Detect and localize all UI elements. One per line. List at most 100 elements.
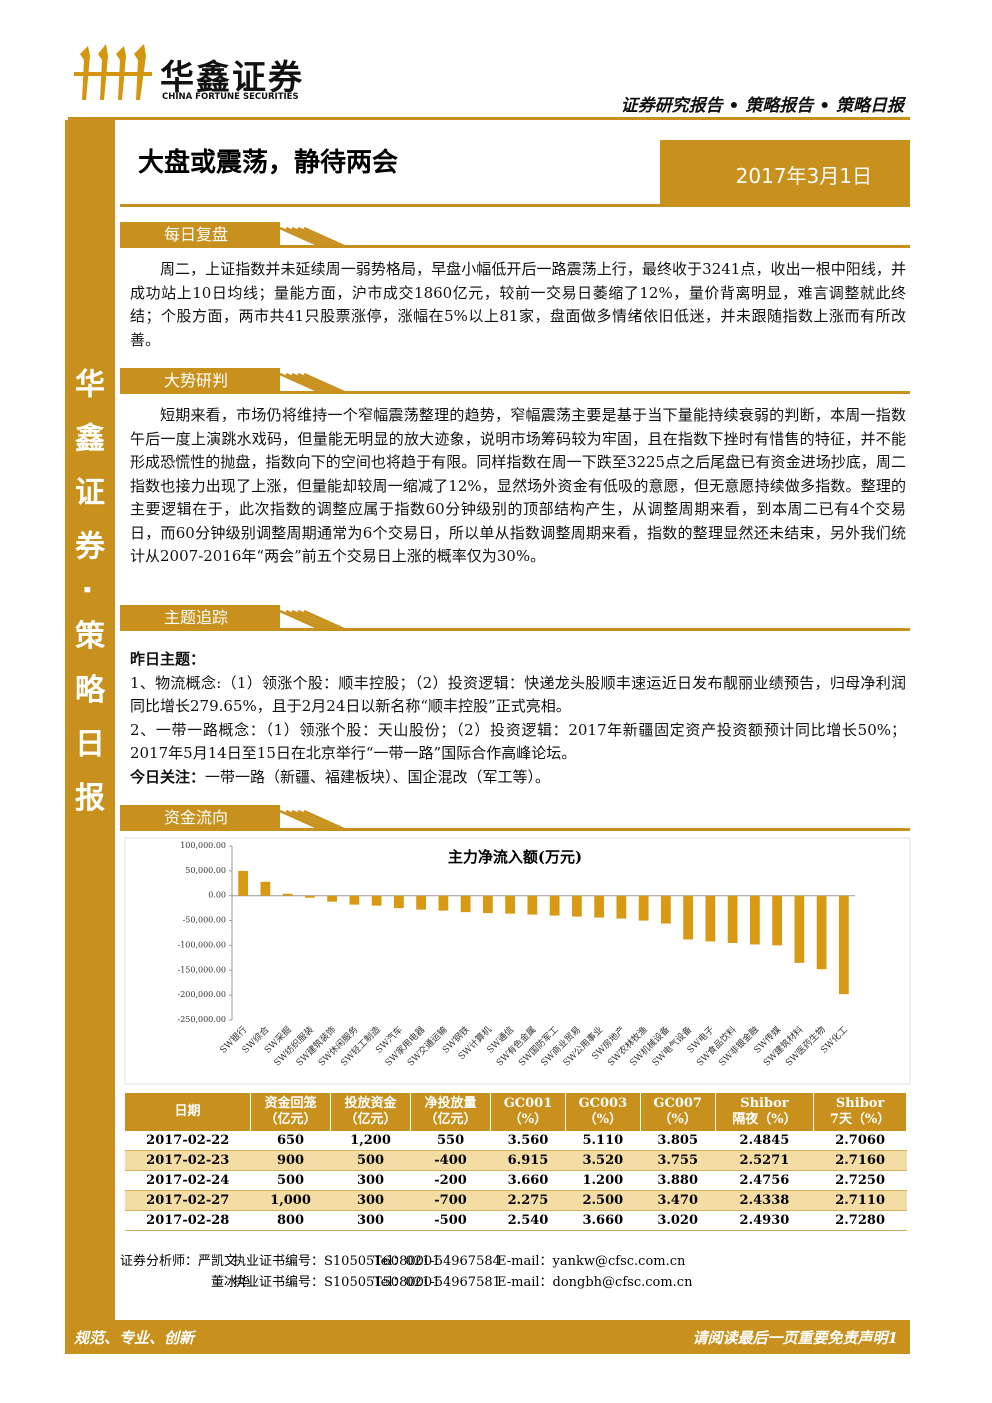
table-cell: 3.020	[640, 1210, 716, 1231]
bar	[460, 895, 471, 913]
table-cell: 5.110	[565, 1131, 641, 1151]
section-title: 资金流向	[120, 805, 280, 831]
table-cell: 2.7160	[813, 1150, 907, 1171]
header-text: （亿元）	[344, 1112, 397, 1127]
bar	[638, 895, 649, 921]
y-tick-label: -200,000.00	[177, 990, 226, 999]
section-rule	[280, 391, 910, 394]
header-text: （%）	[658, 1112, 697, 1127]
chart-frame	[124, 837, 911, 1085]
table-row: 2017-02-28 800 300 -500 2.540 3.660 3.020 2.493…	[125, 1210, 907, 1231]
table-cell: 2.4845	[715, 1131, 814, 1151]
table-cell: 300	[330, 1170, 411, 1191]
bar	[505, 895, 516, 914]
bar	[527, 895, 538, 915]
table-cell: 800	[250, 1210, 331, 1231]
side-bar	[65, 120, 115, 1320]
header-text: 净投放量	[424, 1096, 477, 1111]
footer-bar	[65, 1320, 910, 1354]
header-text: （亿元）	[264, 1112, 317, 1127]
bar	[371, 895, 382, 906]
footer-right: 请阅读最后一页重要免责声明1	[693, 1327, 898, 1348]
analyst-info: E-mail：dongbh@cfsc.com.cn	[497, 1275, 693, 1290]
section-stripes	[280, 809, 345, 831]
logo-text: 华鑫证券	[160, 58, 304, 98]
header-cell: 投放资金 （亿元）	[330, 1093, 412, 1131]
table-cell: 3.560	[490, 1131, 566, 1151]
bar	[393, 895, 404, 909]
table-cell: 3.805	[640, 1131, 716, 1151]
header-cell: 净投放量 （亿元）	[410, 1093, 492, 1131]
theme-block: 昨日主题： 1、物流概念:（1）领涨个股：顺丰控股；（2）投资逻辑：快递龙头股顺…	[130, 648, 906, 789]
footer-motto: 规范、专业、创新	[74, 1329, 195, 1347]
table-cell: 300	[330, 1190, 411, 1211]
header-text: （%）	[508, 1112, 548, 1127]
table-cell: 2017-02-28	[125, 1210, 251, 1231]
bar	[705, 895, 716, 942]
report-category: 证券研究报告 • 策略报告 • 策略日报	[620, 96, 904, 116]
header-text: （亿元）	[424, 1112, 477, 1127]
table-cell: 650	[250, 1131, 331, 1151]
bar	[327, 895, 338, 902]
table-cell: 3.660	[490, 1170, 566, 1191]
table-cell: -500	[410, 1210, 491, 1231]
section-stripes	[280, 226, 345, 248]
table-row: 2017-02-23 900 500 -400 6.915 3.520 3.755 2.527…	[125, 1150, 907, 1171]
y-tick-label: -250,000.00	[177, 1015, 226, 1024]
y-tick-label: 0.00	[208, 891, 226, 900]
bar	[416, 895, 427, 910]
header-text: GC007	[653, 1096, 702, 1111]
side-text: 华鑫证券·策略日报	[69, 368, 104, 836]
table-cell: -200	[410, 1170, 491, 1191]
bar	[571, 895, 582, 917]
header-text: 投放资金	[344, 1096, 397, 1111]
header-rule	[68, 117, 910, 120]
header-text: Shibor	[835, 1096, 885, 1111]
bar	[683, 895, 694, 940]
analyst-info: 董冰华	[211, 1275, 251, 1290]
table-cell: 900	[250, 1150, 331, 1171]
bar	[304, 895, 315, 898]
chart-title: 主力净流入额(万元)	[448, 848, 582, 866]
table-header-row: 日期 资金回笼 （亿元） 投放资金 （亿元） 净投放量 （亿元） GC001 （%） GC003 （…	[125, 1093, 907, 1131]
table-cell: 2.7110	[813, 1190, 907, 1211]
table-cell: 2017-02-24	[125, 1170, 251, 1191]
bar	[238, 870, 249, 896]
bar	[549, 895, 560, 916]
logo-subtext: CHINA FORTUNE SECURITIES	[162, 92, 299, 102]
section-rule	[280, 828, 910, 831]
analyst-info: 证券分析师：严凯文	[120, 1254, 238, 1269]
y-tick-label: 50,000.00	[185, 866, 226, 875]
header-cell: 日期	[125, 1093, 252, 1131]
bar	[772, 895, 783, 946]
table-cell: 2.4338	[715, 1190, 814, 1211]
bar	[594, 895, 605, 918]
bar	[438, 895, 449, 911]
analyst-info: Tel：021-54967581	[373, 1275, 501, 1290]
table-cell: 2.7060	[813, 1131, 907, 1151]
table-cell: -400	[410, 1150, 491, 1171]
bar	[794, 895, 805, 963]
section-stripes	[280, 609, 345, 631]
header-cell: Shibor 隔夜（%）	[715, 1093, 815, 1131]
logo-icon	[74, 44, 152, 100]
table-cell: 2017-02-22	[125, 1131, 251, 1151]
bar	[660, 895, 671, 924]
header-cell: Shibor 7天（%）	[813, 1093, 907, 1131]
section-header: 资金流向	[120, 805, 910, 831]
page-number: 1	[887, 1329, 898, 1347]
y-tick-label: -100,000.00	[177, 940, 226, 949]
theme-label: 昨日主题：	[130, 650, 206, 668]
table-cell: 500	[330, 1150, 411, 1171]
table-cell: 550	[410, 1131, 491, 1151]
section-stripes	[280, 372, 345, 394]
table-cell: 2.7280	[813, 1210, 907, 1231]
y-tick-label: 100,000.00	[180, 841, 226, 850]
date-block	[660, 140, 910, 204]
table-cell: 300	[330, 1210, 411, 1231]
section-title: 每日复盘	[120, 222, 280, 248]
analyst-info: Tel：021-54967584	[373, 1254, 501, 1269]
table-cell: 2017-02-23	[125, 1150, 251, 1171]
analyst-info: E-mail：yankw@cfsc.com.cn	[497, 1254, 686, 1269]
